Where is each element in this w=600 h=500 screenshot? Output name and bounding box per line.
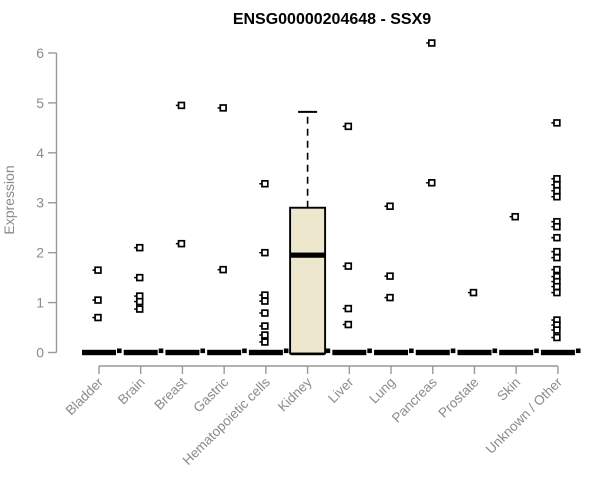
data-point xyxy=(344,304,353,313)
x-category-label: Breast xyxy=(151,374,189,412)
data-point xyxy=(261,248,269,257)
data-point xyxy=(553,282,561,291)
y-tick-label: 6 xyxy=(36,45,44,61)
data-point xyxy=(219,104,227,112)
data-point xyxy=(553,181,561,189)
data-point xyxy=(135,297,144,306)
data-point xyxy=(511,212,519,221)
data-point xyxy=(553,326,561,334)
data-point xyxy=(177,101,186,110)
data-point xyxy=(94,313,102,322)
y-tick-label: 2 xyxy=(36,245,44,261)
zero-bar-end-point xyxy=(367,348,372,354)
x-category-label: Liver xyxy=(325,374,357,406)
x-category-label: Gastric xyxy=(190,374,231,415)
data-point xyxy=(553,247,561,256)
data-point xyxy=(553,233,561,242)
zero-bar-end-point xyxy=(242,348,247,354)
zero-median-bar xyxy=(165,349,200,356)
zero-median-bar xyxy=(332,349,367,356)
zero-median-bar xyxy=(123,349,158,356)
data-point xyxy=(553,333,561,342)
data-point xyxy=(428,179,436,187)
data-point xyxy=(261,338,269,346)
data-point xyxy=(94,296,102,304)
data-point xyxy=(428,39,436,47)
data-point xyxy=(386,202,394,210)
x-category-label: Lung xyxy=(366,375,398,407)
median-line xyxy=(290,252,326,258)
zero-bar-end-point xyxy=(158,348,164,354)
zero-bar-end-point xyxy=(409,348,414,354)
data-point xyxy=(94,266,102,274)
data-point xyxy=(219,265,227,274)
data-point xyxy=(261,309,269,317)
data-point xyxy=(386,293,394,302)
data-point xyxy=(553,253,561,262)
data-point xyxy=(135,273,144,282)
data-point xyxy=(386,272,394,280)
data-point xyxy=(344,262,353,270)
box xyxy=(289,206,327,355)
data-point xyxy=(553,175,561,183)
data-point xyxy=(261,322,269,330)
x-category-label: Skin xyxy=(494,375,523,404)
zero-median-bar xyxy=(82,349,116,356)
x-category-label: Brain xyxy=(115,375,148,408)
plot-marks xyxy=(82,39,581,356)
zero-median-bar xyxy=(457,349,492,356)
x-category-label: Prostate xyxy=(435,375,481,421)
zero-median-bar xyxy=(207,349,242,356)
x-category-label: Pancreas xyxy=(389,374,440,425)
x-category-label: Bladder xyxy=(63,374,107,418)
zero-median-bar xyxy=(415,349,450,356)
data-point xyxy=(261,297,269,305)
zero-median-bar xyxy=(248,349,283,356)
zero-bar-end-point xyxy=(492,348,498,354)
zero-bar-end-point xyxy=(534,348,539,354)
zero-bar-end-point xyxy=(117,348,122,354)
x-category-label: Kidney xyxy=(275,374,315,414)
data-point xyxy=(553,265,561,274)
zero-median-bar xyxy=(540,349,575,356)
zero-bar-end-point xyxy=(200,348,206,354)
chart-title: ENSG00000204648 - SSX9 xyxy=(233,11,431,28)
y-axis-label: Expression xyxy=(1,165,17,234)
data-point xyxy=(469,288,478,297)
zero-bar-end-point xyxy=(575,348,581,354)
x-category-label: Unknown / Other xyxy=(483,374,566,457)
zero-bar-end-point xyxy=(283,348,289,354)
data-point xyxy=(553,187,561,195)
data-point xyxy=(177,239,186,248)
zero-median-bar xyxy=(374,349,409,356)
data-point xyxy=(344,320,353,329)
y-tick-label: 5 xyxy=(36,95,44,111)
data-point xyxy=(344,122,353,131)
zero-bar-end-point xyxy=(450,348,456,354)
data-point xyxy=(261,180,269,188)
y-tick-label: 1 xyxy=(36,295,44,311)
y-tick-label: 3 xyxy=(36,195,44,211)
y-tick-label: 0 xyxy=(36,345,44,361)
data-point xyxy=(553,288,561,297)
data-point xyxy=(135,305,144,313)
zero-median-bar xyxy=(499,349,534,356)
data-point xyxy=(135,243,144,252)
data-point xyxy=(553,119,561,127)
data-point xyxy=(553,192,561,201)
data-point xyxy=(261,331,269,339)
data-point xyxy=(261,291,269,299)
y-tick-label: 4 xyxy=(36,145,44,161)
data-point xyxy=(553,222,561,231)
zero-bar-end-point xyxy=(325,348,331,354)
